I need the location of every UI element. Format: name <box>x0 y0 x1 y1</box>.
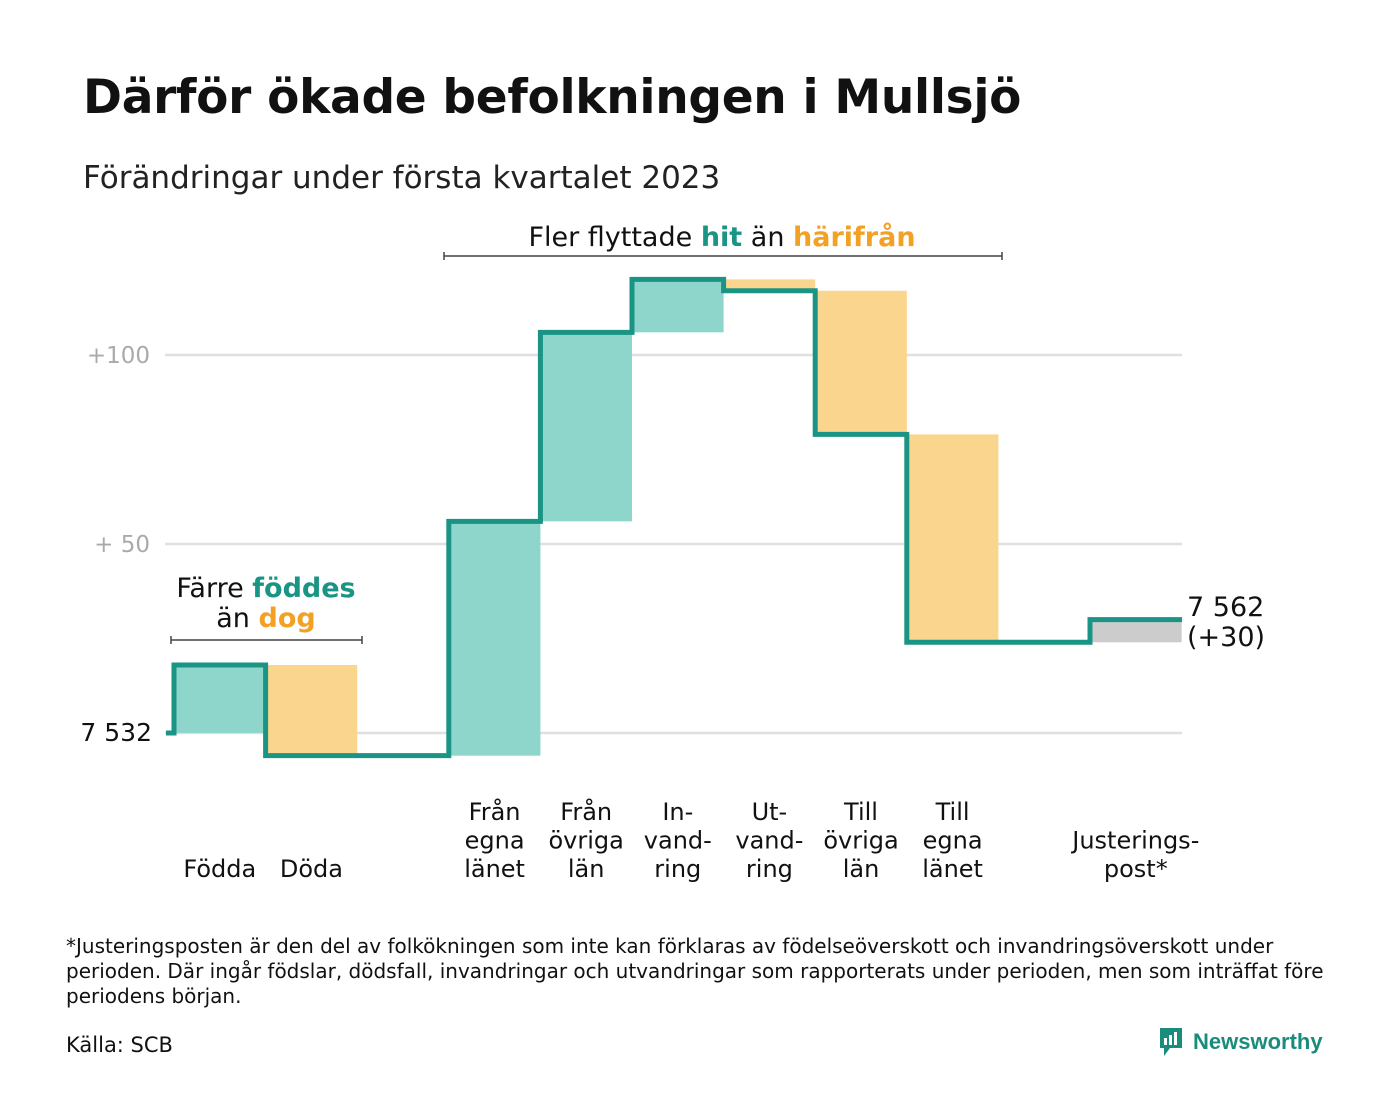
category-label: egna <box>465 827 525 855</box>
footnote: *Justeringsposten är den del av folkökni… <box>66 934 1324 1008</box>
category-label: ring <box>654 855 701 883</box>
cumulative-step-line <box>166 276 1182 759</box>
category-label: vand- <box>644 827 712 855</box>
label-layer: Födda DödaFrånegnalänetFrånövrigalänIn-va… <box>80 221 1265 883</box>
bar-layer <box>174 279 1182 756</box>
bar-decrease <box>723 279 816 291</box>
y-tick-label: + 50 <box>94 532 150 558</box>
category-label: Till <box>935 798 970 826</box>
category-label: Från <box>469 797 521 826</box>
annotation-span-teal: föddes <box>252 573 355 604</box>
category-label: In- <box>662 798 693 826</box>
bar-increase <box>540 332 632 522</box>
annotation-text: än dog <box>216 603 315 634</box>
start-value-label: 7 532 <box>80 718 152 747</box>
chart-subtitle: Förändringar under första kvartalet 2023 <box>83 160 721 196</box>
category-label: Justerings- <box>1070 827 1199 855</box>
bar-increase <box>632 279 724 333</box>
category-label: län <box>568 855 605 883</box>
annotation-span-plain: än <box>742 222 793 253</box>
category-label: post* <box>1104 855 1168 883</box>
newsworthy-logo-icon <box>1160 1028 1182 1056</box>
category-label: Ut- <box>752 798 788 826</box>
category-label: länet <box>464 855 525 883</box>
category-label: Döda <box>280 855 343 883</box>
annotation-span-orange: dog <box>259 603 316 634</box>
annotation-text: Fler flyttade hit än härifrån <box>528 221 915 253</box>
source-label: Källa: SCB <box>66 1033 173 1057</box>
annotation-span-teal: hit <box>701 222 742 253</box>
category-label: ring <box>746 855 793 883</box>
annotation-text: Färre föddes <box>176 573 355 604</box>
annotation-span-plain: än <box>216 603 258 634</box>
annotation-span-orange: härifrån <box>793 221 916 253</box>
bar-decrease <box>906 434 999 643</box>
end-value-label: 7 562 <box>1187 592 1264 623</box>
category-label: län <box>843 855 880 883</box>
category-label: länet <box>922 855 983 883</box>
category-label: övriga <box>549 827 624 855</box>
chart-title: Därför ökade befolkningen i Mullsjö <box>83 70 1022 125</box>
category-label: Till <box>843 798 878 826</box>
brand-logo[interactable]: Newsworthy <box>1158 1026 1323 1058</box>
y-tick-label: +100 <box>87 343 150 369</box>
bar-decrease <box>815 290 907 435</box>
grid-layer: +100 + 50 <box>87 343 1182 735</box>
line-layer <box>166 276 1182 759</box>
waterfall-chart: +100+ 50 Födda DödaFrånegnalänetFrånövrig… <box>80 221 1265 883</box>
category-label: vand- <box>735 827 803 855</box>
annotation-span-plain: Fler flyttade <box>528 222 700 253</box>
bar-increase <box>174 664 266 733</box>
category-label: Från <box>560 797 612 826</box>
brand-name: Newsworthy <box>1193 1029 1323 1054</box>
end-change-label: (+30) <box>1187 622 1265 653</box>
bar-decrease <box>265 664 358 756</box>
annotation-moves: Fler flyttade hit än härifrån <box>443 221 1003 260</box>
bar-adjustment <box>1090 619 1182 643</box>
bar-increase <box>448 521 541 756</box>
category-label: egna <box>923 827 983 855</box>
category-label: övriga <box>823 827 898 855</box>
category-label: Födda <box>183 855 256 883</box>
annotation-span-plain: Färre <box>176 573 252 604</box>
